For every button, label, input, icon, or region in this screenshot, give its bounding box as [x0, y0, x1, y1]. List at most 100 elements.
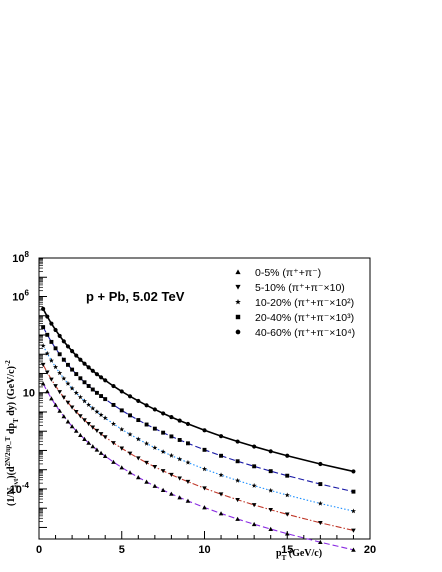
legend-label: 10-20% (π⁺+π⁻×10²): [255, 297, 354, 309]
data-point: [169, 434, 174, 439]
data-point: [73, 409, 79, 415]
data-point: [119, 426, 125, 432]
data-point: [185, 421, 191, 426]
data-point: [161, 411, 166, 416]
legend-label: 5-10% (π⁺+π⁻×10): [255, 282, 345, 294]
data-point: [49, 339, 54, 344]
data-point: [53, 364, 59, 370]
data-point: [82, 436, 87, 441]
collision-system-annotation: p + Pb, 5.02 TeV: [86, 289, 185, 304]
data-point: [44, 389, 50, 394]
data-point: [57, 408, 62, 413]
data-point: [185, 441, 190, 446]
data-point: [44, 370, 50, 375]
data-point: [152, 426, 157, 431]
data-point: [82, 380, 87, 385]
data-point: [82, 418, 87, 423]
data-point: [351, 489, 356, 494]
data-point: [40, 362, 46, 367]
x-tick-label: 5: [119, 544, 125, 556]
data-point: [177, 418, 182, 423]
legend-marker: [235, 329, 241, 335]
data-point: [152, 407, 157, 412]
x-tick-label: 0: [36, 544, 42, 556]
x-tick-label: 15: [281, 544, 293, 556]
data-point: [49, 396, 54, 401]
data-point: [41, 325, 46, 330]
data-point: [65, 400, 71, 405]
x-axis-title: pT (GeV/c): [276, 548, 322, 562]
data-point: [185, 479, 191, 485]
legend-marker: [235, 299, 241, 305]
data-point: [111, 441, 116, 446]
data-point: [69, 385, 75, 391]
data-point: [202, 486, 207, 491]
data-point: [48, 357, 54, 363]
data-point: [57, 333, 62, 338]
data-point: [74, 372, 79, 377]
data-point: [111, 402, 116, 407]
y-tick-label: 10: [23, 388, 35, 400]
data-point: [318, 520, 323, 526]
data-point: [251, 521, 257, 527]
legend: 0-5% (π⁺+π⁻) 5-10% (π⁺+π⁻×10) 10-20% (π⁺+π…: [235, 267, 355, 339]
data-point: [78, 414, 83, 419]
data-point: [144, 479, 149, 484]
data-point: [86, 421, 91, 427]
data-point: [69, 405, 75, 410]
data-point: [45, 332, 50, 337]
data-point: [318, 539, 323, 545]
data-point: [318, 482, 323, 487]
data-point: [202, 428, 207, 433]
data-point: [268, 507, 273, 513]
data-point: [161, 430, 166, 435]
data-point: [185, 498, 191, 503]
data-point: [94, 390, 99, 395]
legend-marker: [235, 269, 241, 275]
data-point: [102, 415, 108, 421]
data-point: [102, 435, 108, 440]
data-point: [90, 405, 96, 411]
data-point: [53, 402, 58, 407]
data-point: [86, 365, 91, 370]
data-point: [61, 339, 66, 344]
data-point: [94, 447, 100, 452]
data-point: [268, 449, 273, 454]
data-point: [78, 432, 83, 437]
data-point: [90, 368, 95, 373]
data-point: [177, 495, 182, 500]
legend-label: 40-60% (π⁺+π⁻×10⁴): [255, 327, 355, 339]
data-point: [90, 444, 96, 449]
data-point: [218, 492, 224, 497]
data-point: [40, 381, 46, 386]
data-point: [351, 547, 356, 552]
data-point: [185, 459, 191, 465]
data-point: [177, 476, 182, 481]
fit-curve: [42, 326, 354, 493]
data-point: [284, 512, 290, 517]
data-point: [144, 403, 149, 408]
data-point: [86, 402, 92, 407]
data-point: [57, 370, 63, 376]
data-point: [284, 492, 290, 498]
data-point: [61, 414, 67, 419]
legend-marker: [235, 284, 241, 290]
data-point: [152, 465, 158, 470]
data-point: [98, 375, 104, 380]
data-point: [78, 376, 83, 381]
data-point: [127, 451, 133, 456]
data-point: [65, 344, 71, 349]
data-point: [285, 453, 290, 458]
data-point: [235, 439, 240, 444]
data-point: [152, 483, 158, 488]
data-point: [53, 384, 58, 389]
data-point: [102, 453, 108, 458]
data-point: [135, 436, 141, 442]
data-point: [218, 434, 224, 439]
data-point: [70, 349, 75, 354]
data-point: [77, 394, 83, 400]
data-point: [136, 398, 141, 404]
data-point: [98, 432, 104, 437]
fit-curve: [42, 364, 354, 531]
